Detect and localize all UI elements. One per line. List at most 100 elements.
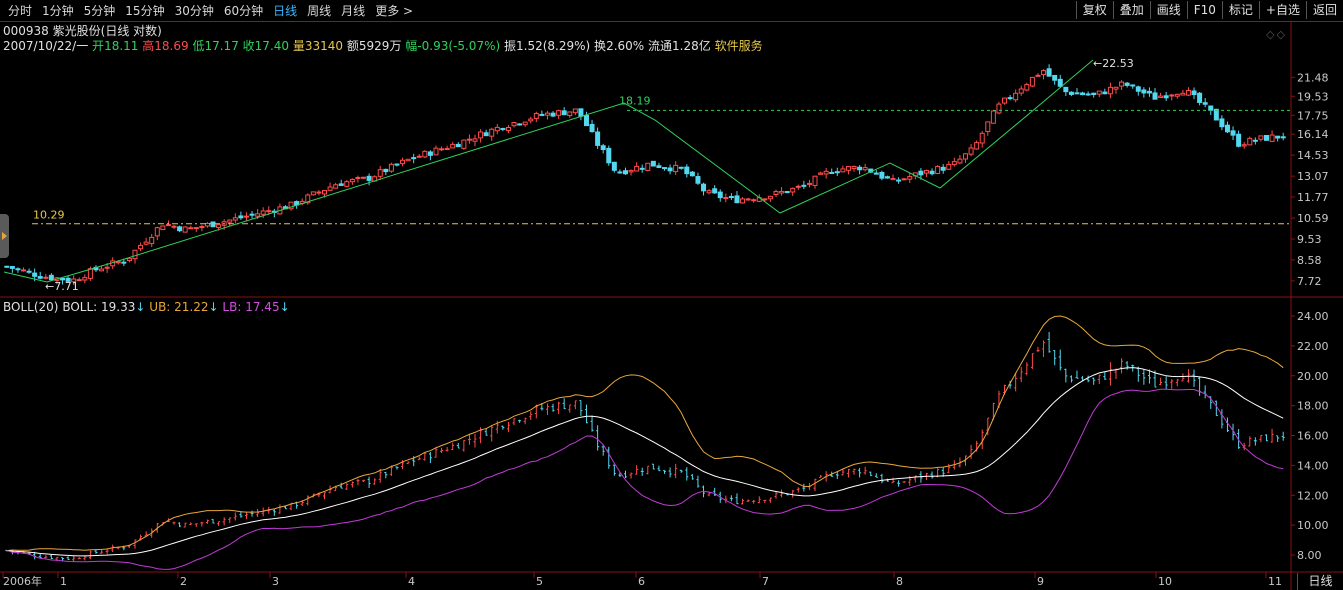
period-tab-0[interactable]: 分时 — [8, 4, 33, 18]
candle-body — [177, 226, 183, 232]
candle-body — [1007, 97, 1013, 100]
period-button[interactable]: 日线 — [1297, 573, 1343, 590]
candle-body — [204, 222, 210, 227]
candle-body — [411, 157, 417, 160]
candle-body — [461, 139, 467, 149]
candle-body — [1096, 90, 1102, 95]
candle-body — [1013, 92, 1019, 101]
period-tab-9[interactable]: 更多 > — [375, 4, 414, 18]
level-label-2: 18.19 — [619, 94, 651, 107]
candle-body — [182, 226, 188, 233]
stock-title: 000938 紫光股份(日线 对数) — [3, 24, 162, 38]
boll-mid-label: BOLL: — [62, 300, 98, 314]
period-tab-2[interactable]: 5分钟 — [83, 4, 116, 18]
candle-body — [606, 147, 612, 164]
candle-body — [361, 176, 367, 179]
xaxis-label: 4 — [408, 575, 415, 588]
boll-tick-label: 12.00 — [1297, 489, 1329, 502]
candle-body — [645, 162, 651, 171]
candle-body — [405, 158, 411, 162]
candle-body — [946, 163, 952, 170]
candle-body — [556, 110, 562, 116]
period-tab-3[interactable]: 15分钟 — [125, 4, 165, 18]
candle-body — [1063, 86, 1069, 93]
candle-body — [985, 121, 991, 133]
candle-body — [238, 215, 244, 219]
candle-body — [812, 175, 818, 186]
candle-body — [600, 145, 606, 151]
candle-body — [138, 244, 144, 250]
boll-tick-label: 14.00 — [1297, 459, 1329, 472]
boll-tick-label: 10.00 — [1297, 519, 1329, 532]
candle-body — [622, 170, 628, 175]
xaxis-label: 8 — [896, 575, 903, 588]
candle-body — [884, 176, 890, 179]
price-tick-label: 13.07 — [1297, 170, 1329, 183]
amplitude-label: 振 — [504, 39, 517, 53]
boll-lb-arrow: ↓ — [279, 300, 290, 314]
tool-button-0[interactable]: 复权 — [1075, 1, 1113, 19]
tool-button-3[interactable]: F10 — [1186, 1, 1222, 19]
boll-legend: BOLL(20) BOLL: 19.33↓ UB: 21.22↓ LB: 17.… — [3, 300, 290, 314]
period-tab-4[interactable]: 30分钟 — [174, 4, 214, 18]
candle-body — [82, 277, 88, 281]
candle-body — [628, 170, 634, 173]
period-tab-6[interactable]: 日线 — [273, 4, 298, 18]
candle-body — [1252, 139, 1258, 142]
boll-tick-label: 18.00 — [1297, 400, 1329, 413]
period-tab-7[interactable]: 周线 — [307, 4, 332, 18]
candle-body — [550, 112, 556, 117]
industry: 软件服务 — [714, 39, 763, 53]
candle-body — [444, 148, 450, 151]
candle-body — [366, 175, 372, 181]
candle-body — [310, 191, 316, 196]
boll-ub-arrow: ↓ — [208, 300, 219, 314]
candle-body — [1163, 95, 1169, 99]
level-label-1: 10.29 — [33, 209, 65, 222]
xaxis-label: 2006年 — [3, 574, 42, 588]
candle-body — [388, 163, 394, 172]
stock-code: 000938 — [3, 24, 49, 38]
price-tick-label: 19.53 — [1297, 90, 1329, 103]
candle-body — [957, 158, 963, 164]
candle-body — [260, 210, 266, 215]
xaxis-label: 3 — [272, 575, 279, 588]
candle-body — [305, 194, 311, 204]
tool-button-6[interactable]: 返回 — [1305, 1, 1343, 19]
period-tab-8[interactable]: 月线 — [341, 4, 366, 18]
candle-body — [1107, 86, 1113, 95]
change-label: 幅 — [405, 39, 418, 53]
period-tab-1[interactable]: 1分钟 — [42, 4, 74, 18]
tool-button-5[interactable]: +自选 — [1258, 1, 1306, 19]
candle-body — [505, 126, 511, 131]
tool-button-2[interactable]: 画线 — [1149, 1, 1187, 19]
candle-body — [1130, 84, 1136, 87]
tool-button-4[interactable]: 标记 — [1221, 1, 1259, 19]
candle-body — [678, 166, 684, 169]
candle-body — [1241, 144, 1247, 147]
candle-body — [1119, 81, 1125, 87]
candle-body — [216, 224, 222, 229]
candle-body — [561, 110, 567, 116]
candle-body — [1052, 74, 1058, 81]
tool-button-1[interactable]: 叠加 — [1112, 1, 1150, 19]
boll-mid-arrow: ↓ — [135, 300, 146, 314]
period-tab-5[interactable]: 60分钟 — [223, 4, 264, 18]
candle-body — [193, 227, 199, 230]
candle-body — [929, 170, 935, 175]
candle-body — [1236, 133, 1242, 147]
boll-name: BOLL(20) — [3, 300, 59, 314]
candle-body — [65, 277, 71, 282]
side-expand-handle[interactable] — [0, 214, 9, 258]
candle-body — [712, 188, 718, 194]
candle-body — [662, 167, 668, 170]
candle-body — [968, 147, 974, 155]
candle-body — [99, 268, 105, 272]
price-tick-label: 10.59 — [1297, 212, 1329, 225]
high-annotation: ←22.53 — [1093, 57, 1134, 70]
price-tick-label: 17.75 — [1297, 109, 1329, 122]
candle-body — [667, 167, 673, 172]
candle-body — [517, 123, 523, 126]
candle-body — [71, 278, 77, 283]
